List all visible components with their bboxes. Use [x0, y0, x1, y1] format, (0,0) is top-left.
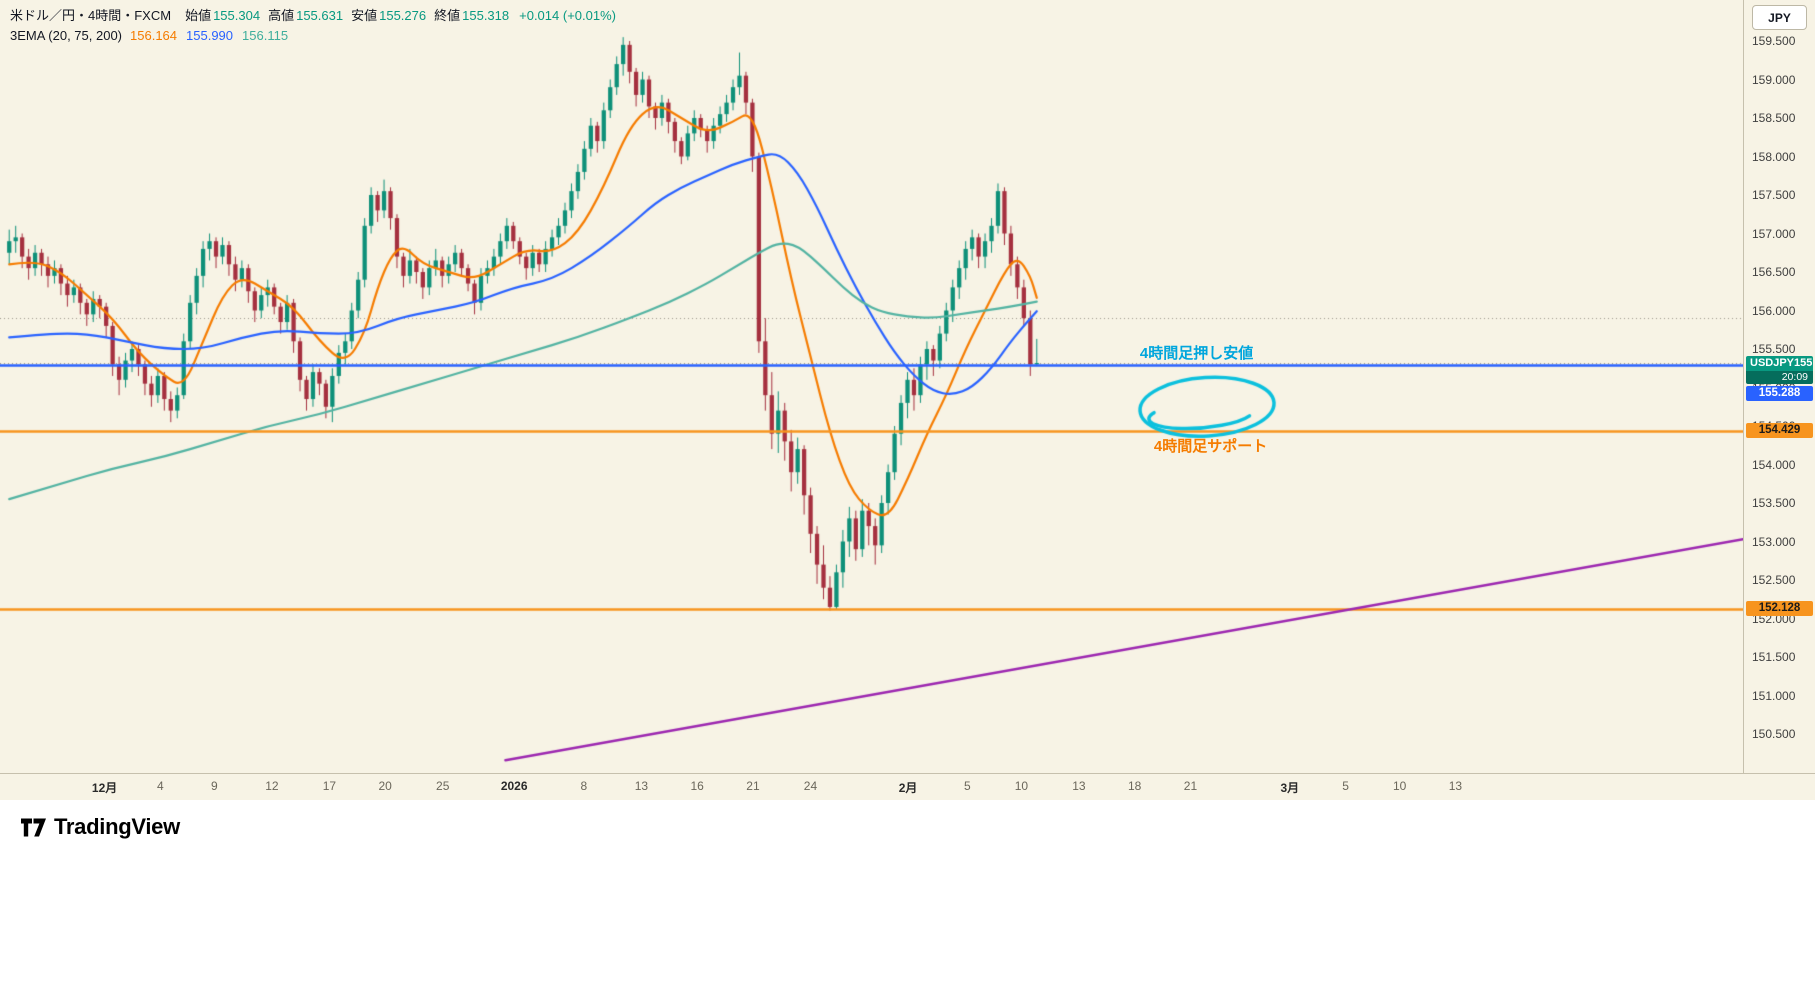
time-axis-label: 10 — [1014, 779, 1029, 793]
currency-toggle-button[interactable]: JPY — [1752, 5, 1807, 30]
time-axis[interactable]: 12月 4 9 12 17 20 25 2026 8 13 16 21 24 2月 5 10 13 18 21 3月 5… — [0, 773, 1815, 800]
price-tick-label: 157.500 — [1752, 188, 1796, 202]
tradingview-logo-icon — [21, 818, 46, 836]
indicator-legend-row: 3EMA (20, 75, 200) 156.164 155.990 156.115 — [10, 26, 616, 46]
time-axis-label: 16 — [690, 779, 704, 793]
price-tick-label: 151.000 — [1752, 688, 1796, 703]
ohlc-value: 155.318 — [462, 8, 510, 23]
price-tick-label: 154.000 — [1752, 457, 1796, 472]
indicator-values: 156.164 155.990 156.115 — [130, 26, 288, 46]
price-tick-label: 156.000 — [1752, 303, 1796, 318]
indicator-value: 156.164 — [130, 28, 178, 43]
ohlc-label: 高値 — [268, 8, 295, 23]
bottom-bar: TradingView — [0, 800, 1815, 999]
ohlc-label: 安値 — [351, 8, 378, 23]
time-axis-label: 5 — [964, 779, 971, 793]
time-axis-label: 21 — [746, 779, 760, 793]
symbol-legend-row: 米ドル／円・4時間・FXCM 始値 155.304 高値 155.631 安値 155.2… — [10, 6, 616, 26]
tradingview-logo[interactable]: TradingView — [20, 814, 180, 840]
chart-legend: 米ドル／円・4時間・FXCM 始値 155.304 高値 155.631 安値 155.2… — [10, 6, 616, 46]
time-axis-label: 13 — [1072, 779, 1086, 793]
price-tick-label: 158.500 — [1752, 111, 1796, 125]
price-tick-label: 155.500 — [1752, 342, 1796, 356]
price-tick-label: 152.500 — [1752, 573, 1796, 587]
symbol-title[interactable]: 米ドル／円・4時間・FXCM — [10, 8, 172, 23]
time-axis-label: 4 — [157, 779, 164, 793]
price-tick-label: 151.500 — [1752, 650, 1796, 664]
price-tick-label: 159.500 — [1752, 34, 1796, 48]
badge-price: 155.318 — [1794, 357, 1813, 369]
ohlc-label: 始値 — [185, 8, 212, 23]
price-change: +0.014 (+0.01%) — [519, 8, 616, 23]
time-axis-label: 21 — [1183, 779, 1198, 793]
bar-countdown: 20:09 — [1746, 371, 1813, 384]
annotation-text[interactable]: 4時間足押し安値 — [1139, 345, 1254, 363]
price-tick-label: 150.500 — [1752, 727, 1796, 741]
price-line-badge: 154.429 — [1746, 423, 1813, 439]
time-axis-label: 13 — [1448, 779, 1463, 793]
time-axis-label: 25 — [436, 779, 450, 793]
time-axis-label: 13 — [634, 779, 649, 793]
ohlc-value: 155.276 — [379, 8, 427, 23]
price-tick-label: 158.000 — [1752, 149, 1796, 164]
time-axis-label: 3月 — [1280, 781, 1300, 795]
price-axis[interactable]: JPY 159.500 159.000 158.500 158.000 157.500 1… — [1743, 0, 1815, 773]
time-axis-label: 12 — [265, 779, 279, 793]
price-line-badge: 155.288 — [1746, 386, 1813, 402]
chart-pane: 米ドル／円・4時間・FXCM 始値 155.304 高値 155.631 安値 155.2… — [0, 0, 1815, 800]
time-axis-label: 8 — [580, 779, 588, 793]
price-tick-label: 153.500 — [1752, 496, 1796, 510]
ohlc-label: 終値 — [434, 8, 461, 23]
price-line-badge: 152.128 — [1746, 600, 1813, 616]
price-tick-label: 153.000 — [1752, 534, 1796, 549]
candlestick-chart-canvas[interactable] — [0, 0, 1743, 773]
annotation-text[interactable]: 4時間足サポート — [1153, 437, 1268, 455]
ohlc-value: 155.631 — [296, 8, 344, 23]
time-axis-label: 2月 — [898, 781, 918, 795]
ohlc-readout: 始値 155.304 高値 155.631 安値 155.276 終値 155.318 — [179, 6, 509, 26]
time-axis-label: 10 — [1392, 779, 1407, 793]
time-axis-label: 18 — [1128, 779, 1142, 793]
price-tick-label: 157.000 — [1752, 226, 1796, 241]
time-axis-label: 2026 — [500, 779, 528, 793]
tradingview-logo-text: TradingView — [54, 814, 180, 839]
time-axis-label: 17 — [322, 779, 337, 793]
time-axis-label: 12月 — [91, 781, 118, 795]
time-axis-label: 5 — [1342, 779, 1349, 793]
badge-symbol: USDJPY — [1750, 357, 1795, 369]
indicator-value: 155.990 — [186, 28, 234, 43]
indicator-name[interactable]: 3EMA (20, 75, 200) — [10, 28, 123, 43]
ohlc-value: 155.304 — [213, 8, 261, 23]
price-tick-label: 159.000 — [1752, 72, 1796, 87]
price-tick-label: 156.500 — [1752, 265, 1796, 279]
time-axis-label: 20 — [378, 779, 392, 793]
time-axis-label: 24 — [803, 779, 818, 793]
indicator-value: 156.115 — [242, 28, 289, 43]
time-axis-label: 9 — [211, 779, 218, 793]
